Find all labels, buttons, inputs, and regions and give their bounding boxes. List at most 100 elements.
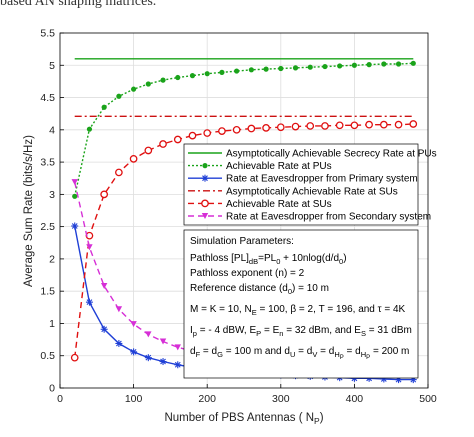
param-dist-sub-G: G xyxy=(217,350,223,359)
point-dot xyxy=(219,69,225,75)
x-axis-label-sub: P xyxy=(314,416,320,426)
param-settings-a: M = K = 10, N xyxy=(190,304,252,315)
legend-label: Achievable Rate at SUs xyxy=(226,199,332,210)
point-star xyxy=(174,361,182,369)
param-pathloss: Pathloss [PL]dB=PL0 + 10nlog(d/d0) xyxy=(190,253,347,266)
point-circle xyxy=(218,127,226,135)
param-power-sub-P: P xyxy=(256,329,261,338)
param-settings-sub-e: E xyxy=(252,308,257,317)
point-dot xyxy=(351,62,357,68)
point-star xyxy=(201,174,209,182)
param-title: Simulation Parameters: xyxy=(190,236,294,247)
param-settings: M = K = 10, NE = 100, β = 2, T = 196, an… xyxy=(190,304,406,317)
legend-label: Rate at Eavesdropper from Primary system xyxy=(226,174,418,185)
star-stroke xyxy=(101,326,108,333)
y-tick-label: 0 xyxy=(49,383,55,395)
param-dist-a: d xyxy=(190,346,196,357)
param-pathloss-sub-db: dB xyxy=(249,257,258,266)
point-dot xyxy=(160,77,166,83)
point-star xyxy=(85,298,93,306)
star-stroke xyxy=(145,354,152,361)
y-tick-label: 4.5 xyxy=(40,92,55,104)
point-dot xyxy=(145,81,151,87)
point-dot xyxy=(278,65,284,72)
param-pathloss-sub-0: 0 xyxy=(276,257,280,266)
point-star xyxy=(144,354,152,362)
point-circle xyxy=(173,135,182,144)
param-refdist-sub: 0 xyxy=(288,287,292,296)
point-triangle xyxy=(100,283,108,290)
point-circle xyxy=(247,124,256,133)
x-tick-label: 400 xyxy=(346,393,364,405)
point-circle xyxy=(262,124,270,132)
legend: Asymptotically Achievable Secrecy Rate a… xyxy=(183,143,437,226)
param-pathloss-d: ) xyxy=(343,253,346,264)
y-tick-label: 5 xyxy=(49,60,55,72)
param-pathloss-sub-0b: 0 xyxy=(339,257,343,266)
point-dot xyxy=(204,71,210,77)
point-dot xyxy=(322,63,328,70)
point-dot xyxy=(72,193,78,199)
point-circle xyxy=(188,131,197,140)
param-settings-b: = 100, β = 2, T = 196, and τ = 4K xyxy=(257,304,406,315)
param-power-d: = 32 dBm, and E xyxy=(283,325,361,336)
tick-layer: 0 100 200 300 400 500 0 0.5 1 1.5 2 2.5 3 3.5 4 4.5 5 5.5 xyxy=(40,28,437,406)
y-axis-label: Average Sum Rate (bits/s/Hz) xyxy=(23,135,35,287)
point-circle xyxy=(321,122,329,130)
point-triangle xyxy=(115,306,123,313)
x-tick-label: 300 xyxy=(272,393,290,405)
point-dot xyxy=(292,65,299,71)
point-dot xyxy=(202,163,208,169)
point-circle xyxy=(291,122,300,131)
param-pathloss-c: + 10nlog(d/d xyxy=(280,253,339,264)
param-dist-sub-U: U xyxy=(290,350,295,359)
param-dist-d: = d xyxy=(295,346,312,357)
point-dot xyxy=(395,61,402,67)
legend-label: Asymptotically Achievable Secrecy Rate a… xyxy=(226,149,437,160)
x-axis-label-main: Number of PBS Antennas ( N xyxy=(164,412,314,424)
param-power-b: = - 4 dBW, E xyxy=(197,325,257,336)
param-dist-f: = d xyxy=(344,346,361,357)
star-stroke xyxy=(86,299,93,306)
point-circle xyxy=(144,146,153,155)
param-refdist-a: Reference distance (d xyxy=(190,283,288,294)
param-dist-sub-F: F xyxy=(196,350,201,359)
point-triangle xyxy=(145,331,152,338)
param-exponent: Pathloss exponent (n) = 2 xyxy=(190,268,305,279)
param-power-c: = E xyxy=(261,325,279,336)
point-triangle xyxy=(174,344,181,351)
point-triangle xyxy=(86,244,93,251)
point-dot xyxy=(263,66,269,72)
series-4 xyxy=(70,120,418,362)
param-power: Ip = - 4 dBW, EP = En = 32 dBm, and ES =… xyxy=(190,325,412,338)
point-circle xyxy=(379,120,388,129)
param-power-sub-p: p xyxy=(193,329,197,338)
param-pathloss-a: Pathloss [PL] xyxy=(190,253,249,264)
parameters-box: Simulation Parameters: Pathloss [PL]dB=P… xyxy=(183,229,419,379)
y-tick-label: 1.5 xyxy=(40,286,55,298)
y-tick-label: 3 xyxy=(49,189,55,201)
point-dot xyxy=(381,61,387,67)
point-star xyxy=(100,325,108,333)
param-dist-sub-H2: H xyxy=(361,350,366,359)
point-circle xyxy=(159,140,167,148)
param-dist-sub-P1: P xyxy=(340,355,344,361)
point-dot xyxy=(307,64,313,70)
parameters-frame xyxy=(183,229,419,379)
point-dot xyxy=(234,68,240,74)
point-circle xyxy=(100,190,109,199)
point-circle xyxy=(232,125,241,134)
point-circle xyxy=(394,120,403,129)
y-tick-label: 3.5 xyxy=(40,157,55,169)
point-circle xyxy=(365,120,373,129)
param-dist-c: = 100 m and d xyxy=(223,346,290,357)
point-star xyxy=(71,222,79,230)
param-dist-e: = d xyxy=(317,346,334,357)
x-tick-label: 500 xyxy=(419,393,437,405)
point-circle xyxy=(350,121,359,130)
point-circle xyxy=(335,121,344,130)
point-star xyxy=(115,339,123,347)
point-circle xyxy=(201,199,209,208)
param-distances: dF = dG = 100 m and dU = dV = dHP = dHP … xyxy=(190,346,409,361)
